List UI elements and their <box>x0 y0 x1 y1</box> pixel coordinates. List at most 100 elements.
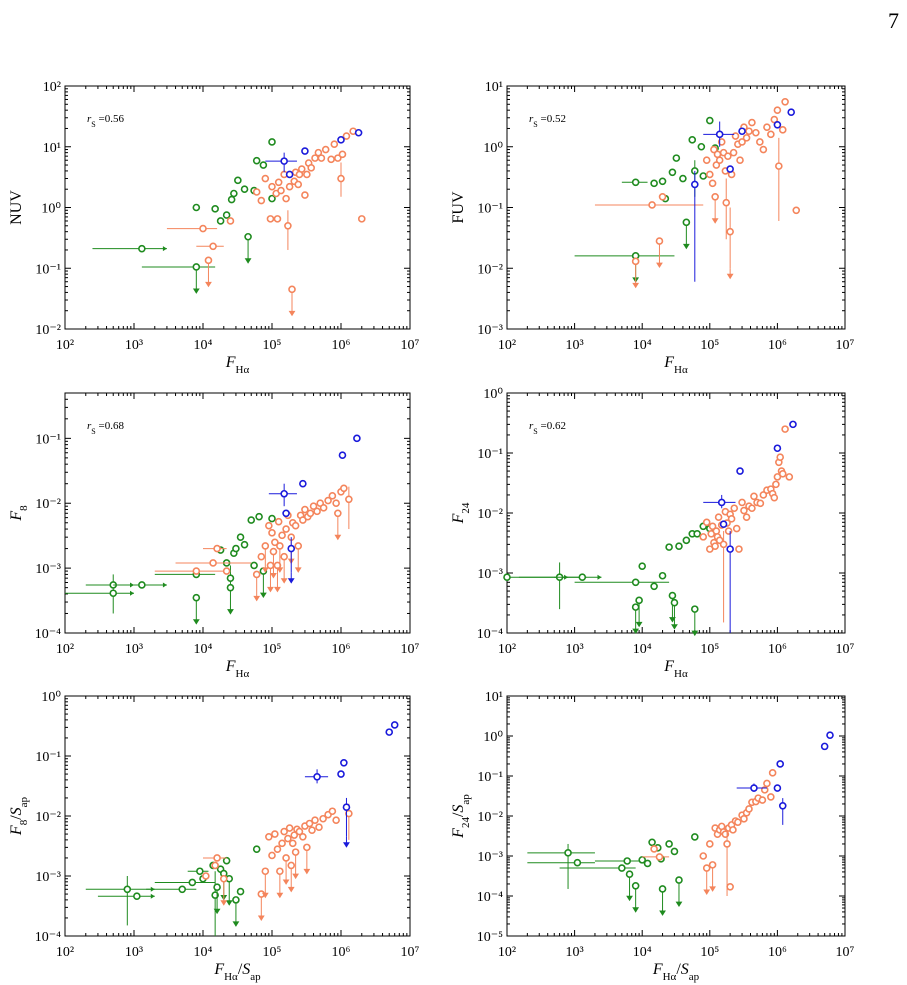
panel-1: 10² 10³ 10⁴ 10⁵ 10⁶ 10⁷ 10⁻² 10⁻¹ 10⁰ 10¹ 10² FHα NU… <box>8 80 420 376</box>
data-point <box>334 509 342 518</box>
data-point <box>308 826 316 834</box>
data-point <box>792 206 801 215</box>
data-point <box>222 856 231 865</box>
series-salmon <box>154 484 353 602</box>
data-point <box>623 857 632 865</box>
data-point <box>252 845 261 853</box>
data-point <box>330 140 339 149</box>
data-point <box>734 818 742 826</box>
upper-limit-arrow <box>267 586 274 593</box>
upper-limit-arrow <box>261 567 269 573</box>
data-point <box>230 189 238 198</box>
data-point <box>789 420 797 429</box>
panel-4: 10² 10³ 10⁴ 10⁵ 10⁶ 10⁷ 10⁻⁴ 10⁻³ 10⁻² 10⁻¹ 10⁰ FHα… <box>450 387 855 680</box>
upper-limit-arrow <box>343 842 350 848</box>
data-point <box>781 425 789 433</box>
data-point <box>138 244 146 253</box>
series-green <box>65 512 276 625</box>
y-tick-label: 10⁻² <box>35 323 61 338</box>
upper-limit-arrow <box>288 310 296 317</box>
panel-6: 10² 10³ 10⁴ 10⁵ 10⁶ 10⁷ 10⁻⁵ 10⁻⁴ 10⁻³ 10⁻² 10⁻¹ 10… <box>450 690 855 983</box>
x-axis-label: FHα/Sap <box>652 961 700 983</box>
data-point <box>268 514 276 523</box>
data-point <box>658 571 667 580</box>
panel-3: 10² 10³ 10⁴ 10⁵ 10⁶ 10⁷ 10⁻⁴ 10⁻³ 10⁻² 10⁻¹ FHα F8 r… <box>8 392 420 680</box>
y-tick-label: 10⁻² <box>477 507 503 522</box>
page-number: 7 <box>888 8 899 33</box>
data-point <box>648 201 656 209</box>
data-point <box>773 473 782 481</box>
data-point <box>328 807 337 816</box>
data-point <box>699 172 708 180</box>
y-tick-label: 10⁻¹ <box>35 262 61 277</box>
data-point <box>726 227 734 236</box>
y-tick-label: 10⁻¹ <box>477 202 503 217</box>
data-point <box>658 885 667 893</box>
data-point <box>261 542 270 550</box>
data-point <box>273 845 282 853</box>
data-point <box>226 574 235 582</box>
data-point <box>313 507 321 516</box>
data-point <box>650 582 658 591</box>
data-point <box>742 513 751 522</box>
data-point <box>670 847 679 856</box>
data-point <box>631 257 640 266</box>
upper-limit-arrow <box>276 892 284 899</box>
data-point <box>291 521 300 530</box>
x-tick-label: 10⁶ <box>768 338 787 353</box>
series-salmon <box>166 127 366 317</box>
data-point <box>334 154 342 162</box>
data-point <box>826 731 834 739</box>
data-point <box>708 522 717 531</box>
x-tick-label: 10⁶ <box>332 338 351 353</box>
data-point <box>691 180 699 189</box>
data-point <box>773 106 782 114</box>
data-point <box>338 150 347 159</box>
data-point <box>738 498 746 507</box>
x-tick-label: 10⁵ <box>263 338 282 353</box>
data-point <box>252 156 261 165</box>
data-point <box>750 784 758 792</box>
data-point <box>278 839 286 848</box>
data-point <box>280 827 288 836</box>
data-point <box>265 521 273 530</box>
data-point <box>715 130 724 139</box>
data-point <box>315 823 323 832</box>
data-point <box>745 127 753 136</box>
data-point <box>314 148 323 157</box>
series-salmon <box>594 97 801 289</box>
upper-limit-arrow <box>292 873 300 880</box>
data-point <box>211 205 219 213</box>
data-point <box>631 603 640 611</box>
data-point <box>240 540 249 549</box>
data-point <box>730 504 739 513</box>
data-point <box>247 516 256 524</box>
data-point <box>299 516 307 524</box>
x-tick-label: 10⁶ <box>768 642 787 657</box>
data-point <box>287 861 296 870</box>
x-tick-label: 10³ <box>565 338 583 353</box>
data-point <box>670 598 679 607</box>
data-point <box>675 542 683 550</box>
data-point <box>785 473 794 481</box>
data-point <box>618 864 626 872</box>
data-point <box>294 542 303 550</box>
data-point <box>236 533 245 541</box>
data-point <box>729 826 737 834</box>
x-tick-label: 10³ <box>565 642 583 657</box>
data-point <box>778 126 787 134</box>
series-blue <box>736 731 834 825</box>
data-point <box>732 524 741 533</box>
data-point <box>699 852 708 860</box>
data-point <box>573 858 582 867</box>
data-point <box>213 544 221 553</box>
data-point <box>290 831 299 839</box>
data-point <box>738 138 746 146</box>
data-point <box>266 561 275 570</box>
data-point <box>679 174 687 183</box>
y-tick-label: 10⁻² <box>477 810 503 825</box>
y-tick-label: 10⁻⁵ <box>477 930 503 945</box>
y-tick-label: 10⁻³ <box>477 850 503 865</box>
data-point <box>726 545 734 553</box>
